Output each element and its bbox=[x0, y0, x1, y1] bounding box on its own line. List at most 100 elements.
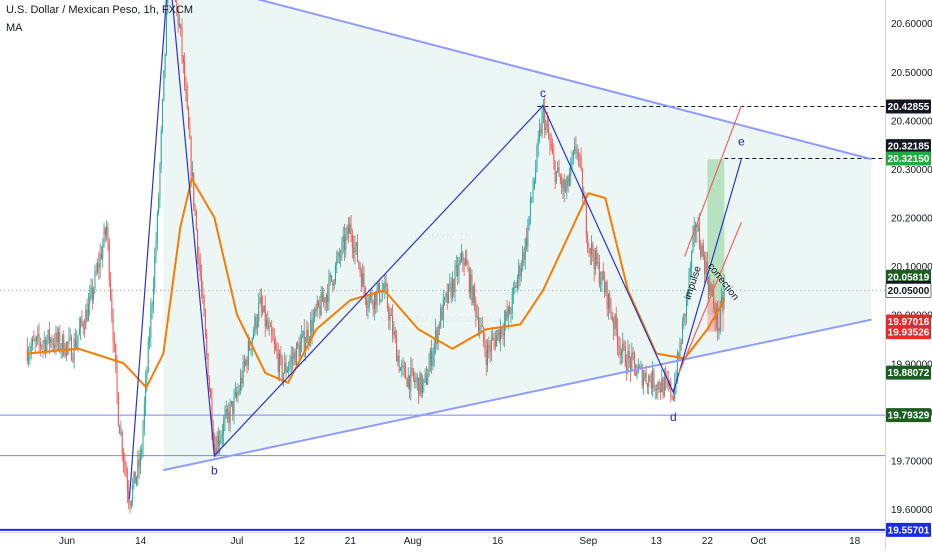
candle-body bbox=[375, 292, 377, 306]
time-tick-label: 21 bbox=[345, 536, 357, 547]
candle-body bbox=[299, 342, 301, 357]
candle-body bbox=[659, 389, 661, 393]
price-tick-label: 20.10000 bbox=[891, 262, 932, 273]
candle-body bbox=[154, 256, 156, 288]
candle-body bbox=[59, 331, 61, 350]
wave-label-e: e bbox=[738, 135, 745, 149]
candle-body bbox=[596, 250, 598, 264]
candle-body bbox=[279, 353, 281, 373]
candle-body bbox=[188, 107, 190, 129]
candle-body bbox=[362, 273, 364, 287]
candle-body bbox=[697, 224, 699, 231]
price-tags[interactable]: 20.7209120.4285520.3218520.3215020.05819… bbox=[885, 0, 932, 537]
candle-body bbox=[176, 1, 178, 10]
candle-body bbox=[581, 169, 583, 199]
price-tick-label: 20.50000 bbox=[891, 68, 932, 79]
candle-body bbox=[263, 305, 265, 312]
candle-body bbox=[337, 252, 339, 260]
candle-body bbox=[180, 24, 182, 28]
price-tick-label: 19.70000 bbox=[891, 456, 932, 467]
price-tag-bg bbox=[886, 139, 931, 154]
candle-body bbox=[87, 303, 89, 321]
candle-body bbox=[52, 344, 54, 346]
candle-body bbox=[193, 172, 195, 205]
price-tag-label: 19.93526 bbox=[888, 328, 930, 339]
price-tag-bg bbox=[886, 522, 931, 537]
candle-body bbox=[567, 176, 569, 186]
candle-body bbox=[163, 69, 165, 100]
candle-body bbox=[32, 338, 34, 346]
candle-body bbox=[446, 292, 448, 302]
candle-body bbox=[195, 212, 197, 230]
candle-body bbox=[82, 323, 84, 329]
ma-line[interactable] bbox=[27, 175, 726, 390]
candle-body bbox=[488, 344, 490, 349]
candle-body bbox=[41, 346, 43, 348]
candle-body bbox=[345, 234, 347, 250]
channel-upper-line[interactable] bbox=[684, 105, 742, 257]
candle-body bbox=[234, 391, 236, 397]
candle-body bbox=[54, 344, 56, 348]
candle-body bbox=[644, 373, 646, 379]
indicator-label[interactable]: MA bbox=[6, 22, 23, 34]
candle-body bbox=[683, 313, 685, 322]
candle-body bbox=[559, 176, 561, 181]
candle-body bbox=[64, 355, 66, 356]
candle-body bbox=[597, 262, 599, 264]
candle-body bbox=[85, 309, 87, 330]
time-axis[interactable]: Jun 14 Jul 12 21 Aug 16 Sep 13 22 Oct 18 bbox=[59, 536, 861, 547]
candle-body bbox=[701, 245, 703, 257]
time-tick-label: Sep bbox=[579, 536, 597, 547]
wave-path[interactable] bbox=[128, 0, 742, 500]
price-tag-bg bbox=[886, 408, 931, 423]
candles[interactable] bbox=[26, 0, 725, 514]
candle-body bbox=[266, 320, 268, 327]
candle-body bbox=[223, 421, 225, 435]
position-target-box[interactable] bbox=[707, 159, 725, 315]
candle-body bbox=[336, 259, 338, 266]
candle-body bbox=[134, 471, 136, 484]
candle-body bbox=[143, 404, 145, 427]
candle-body bbox=[305, 343, 307, 352]
candle-body bbox=[128, 491, 130, 504]
candle-body bbox=[373, 292, 375, 309]
price-tag-bg bbox=[886, 151, 931, 166]
candle-body bbox=[39, 341, 41, 347]
candle-body bbox=[212, 429, 214, 444]
candle-body bbox=[522, 251, 524, 268]
candle-body bbox=[255, 316, 257, 329]
candle-body bbox=[72, 360, 74, 361]
candle-body bbox=[541, 111, 543, 134]
candle-body bbox=[680, 343, 682, 345]
candle-body bbox=[100, 253, 102, 259]
candle-body bbox=[63, 335, 65, 356]
triangle-lower-line[interactable] bbox=[163, 318, 872, 472]
candle-body bbox=[51, 338, 53, 346]
candle-body bbox=[606, 282, 608, 309]
candle-body bbox=[445, 292, 447, 298]
candle-body bbox=[225, 408, 227, 416]
triangle-upper-line[interactable] bbox=[163, 0, 872, 161]
candle-body bbox=[272, 335, 274, 341]
price-axis[interactable]: 20.8000020.7000020.6000020.5000020.40000… bbox=[891, 0, 932, 516]
candle-body bbox=[682, 321, 684, 344]
price-tag-bg bbox=[885, 283, 932, 298]
candle-body bbox=[696, 230, 698, 232]
candle-body bbox=[129, 503, 131, 507]
candle-body bbox=[370, 293, 372, 298]
candle-body bbox=[111, 297, 113, 318]
channel-lower-line[interactable] bbox=[678, 222, 742, 374]
candle-body bbox=[506, 311, 508, 318]
candle-body bbox=[74, 339, 76, 348]
candle-body bbox=[77, 335, 79, 342]
candle-body bbox=[598, 262, 600, 285]
plot-area[interactable]: USDMXN, 1hU.S. Dollar / Mexican Pesoabcd… bbox=[0, 0, 885, 531]
triangle-fill bbox=[163, 0, 872, 471]
candle-body bbox=[633, 354, 635, 364]
candle-body bbox=[622, 343, 624, 353]
candle-body bbox=[710, 284, 712, 292]
candle-body bbox=[667, 380, 669, 387]
price-tag-label: 19.97016 bbox=[888, 317, 930, 328]
